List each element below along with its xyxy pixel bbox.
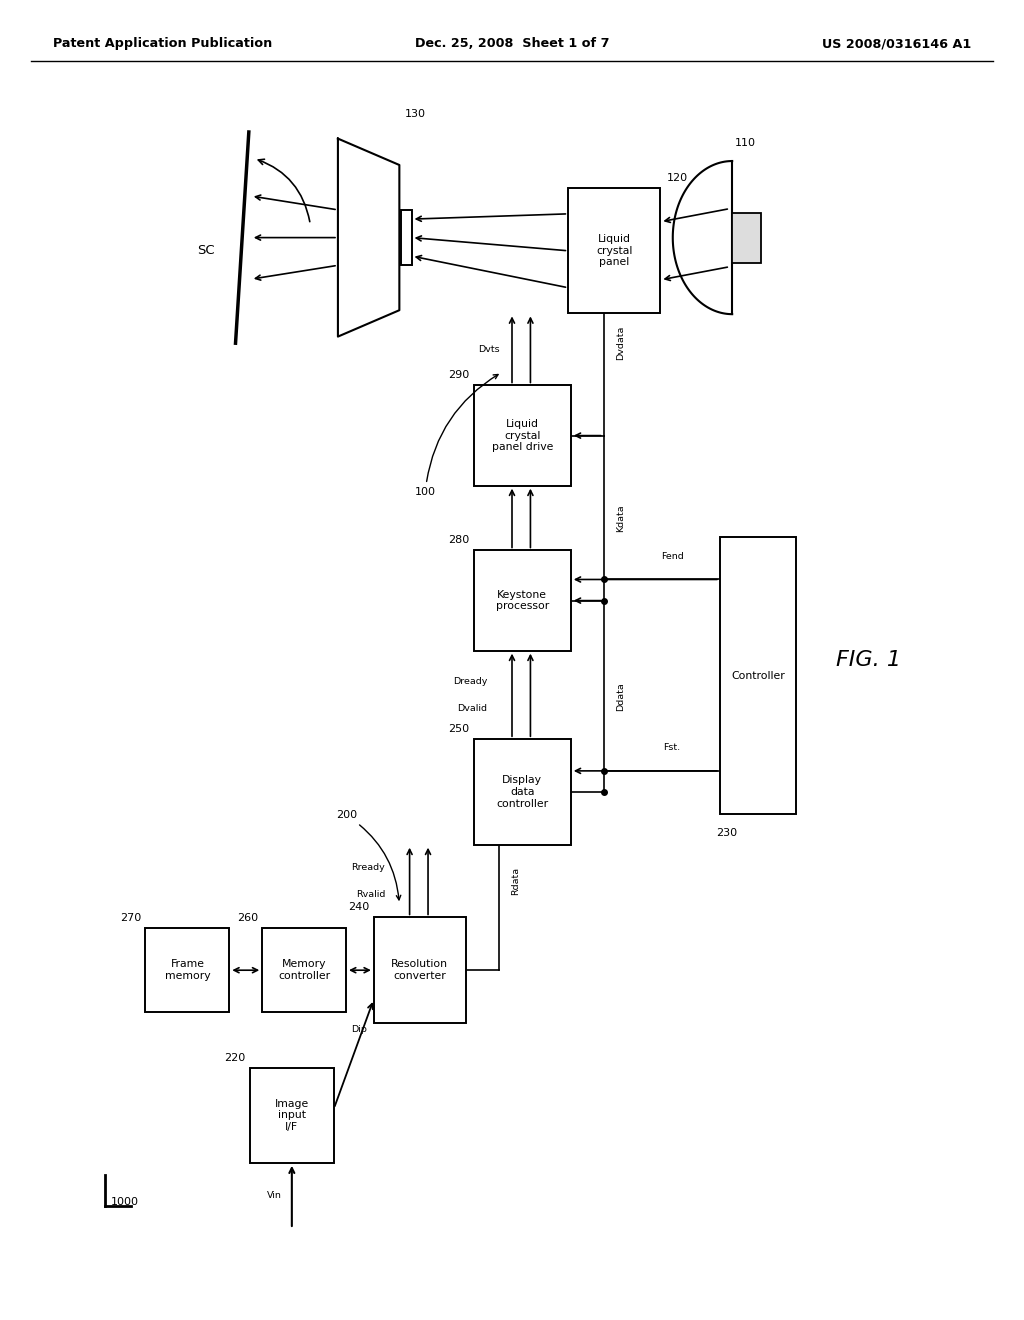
Text: 220: 220 [224,1052,246,1063]
Text: Dvts: Dvts [478,345,500,354]
Text: SC: SC [198,244,215,257]
FancyBboxPatch shape [568,187,660,313]
FancyBboxPatch shape [401,210,412,265]
FancyBboxPatch shape [374,917,466,1023]
Text: Dready: Dready [453,677,487,686]
Text: Display
data
controller: Display data controller [497,775,548,809]
Text: 240: 240 [348,902,370,912]
Text: Kdata: Kdata [616,504,625,532]
Text: 290: 290 [449,370,469,380]
Text: 250: 250 [449,723,469,734]
Text: Patent Application Publication: Patent Application Publication [53,37,272,50]
Text: 100: 100 [415,375,498,498]
Text: 130: 130 [404,108,426,119]
Text: 260: 260 [237,912,258,923]
Text: 1000: 1000 [111,1197,138,1208]
Text: Ddata: Ddata [616,682,625,710]
Text: 280: 280 [449,535,469,545]
Text: 120: 120 [667,173,688,182]
Text: Dip: Dip [351,1026,367,1035]
Text: Rvalid: Rvalid [355,890,385,899]
Text: Liquid
crystal
panel: Liquid crystal panel [596,234,633,268]
Text: Keystone
processor: Keystone processor [496,590,549,611]
Text: Resolution
converter: Resolution converter [391,960,449,981]
Text: Dec. 25, 2008  Sheet 1 of 7: Dec. 25, 2008 Sheet 1 of 7 [415,37,609,50]
Text: FIG. 1: FIG. 1 [836,649,901,671]
Text: Liquid
crystal
panel drive: Liquid crystal panel drive [492,418,553,453]
Text: Fend: Fend [660,552,683,561]
Text: Rready: Rready [351,863,385,873]
FancyBboxPatch shape [720,537,796,814]
Text: Vin: Vin [266,1192,282,1200]
Text: 270: 270 [120,912,141,923]
Text: Frame
memory: Frame memory [165,960,210,981]
FancyBboxPatch shape [250,1068,334,1163]
Polygon shape [338,139,399,337]
FancyBboxPatch shape [262,928,346,1012]
Text: 230: 230 [716,828,737,838]
Text: 200: 200 [336,810,400,900]
Text: 110: 110 [735,137,757,148]
FancyBboxPatch shape [732,213,761,263]
FancyBboxPatch shape [145,928,229,1012]
Text: Dvalid: Dvalid [458,704,487,713]
FancyBboxPatch shape [473,385,571,486]
FancyBboxPatch shape [473,550,571,651]
Text: Memory
controller: Memory controller [279,960,330,981]
Text: Fst.: Fst. [664,743,681,752]
FancyBboxPatch shape [473,739,571,845]
Text: US 2008/0316146 A1: US 2008/0316146 A1 [821,37,971,50]
Text: Image
input
I/F: Image input I/F [274,1098,309,1133]
Text: Rdata: Rdata [511,867,520,895]
Text: Controller: Controller [731,671,784,681]
Text: Dvdata: Dvdata [616,326,625,360]
